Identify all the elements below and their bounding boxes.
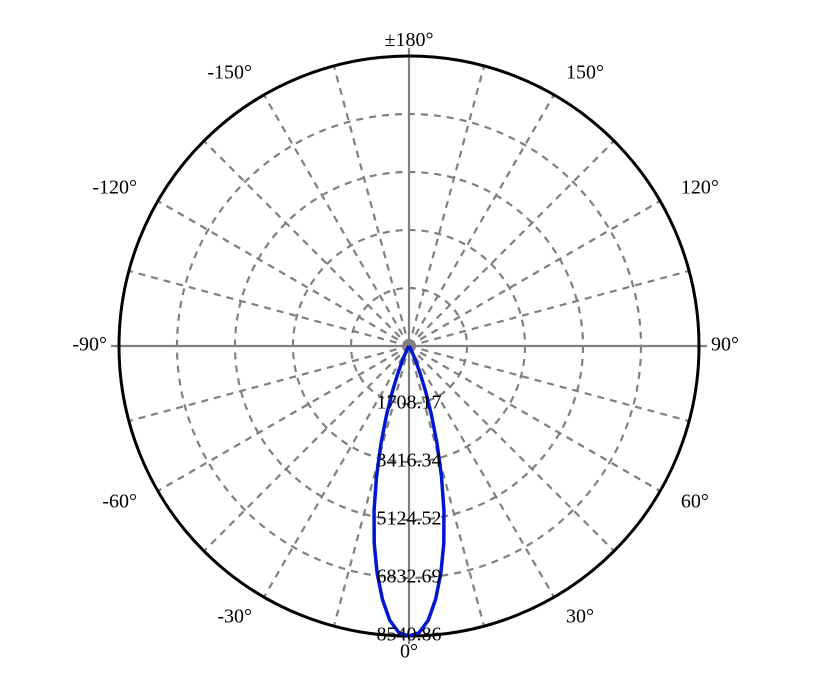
polar-spoke xyxy=(409,141,614,346)
polar-spoke xyxy=(158,346,409,491)
angle-label: 30° xyxy=(566,606,594,628)
polar-spoke xyxy=(158,201,409,346)
angle-label: 150° xyxy=(566,62,604,84)
polar-spoke xyxy=(129,271,409,346)
polar-chart: 1708.173416.345124.526832.698540.860°30°… xyxy=(0,0,818,692)
radial-tick-label: 1708.17 xyxy=(377,392,442,414)
polar-spoke xyxy=(409,66,484,346)
angle-label: -30° xyxy=(217,606,252,628)
angle-label: 120° xyxy=(681,177,719,199)
radial-tick-label: 3416.34 xyxy=(377,450,442,472)
polar-spoke xyxy=(204,141,409,346)
polar-spoke xyxy=(409,271,689,346)
polar-spoke xyxy=(409,95,554,346)
polar-spoke xyxy=(409,346,660,491)
angle-label: -150° xyxy=(207,62,252,84)
angle-label: ±180° xyxy=(385,29,434,51)
polar-spoke xyxy=(334,66,409,346)
radial-tick-label: 5124.52 xyxy=(377,508,442,530)
polar-spoke xyxy=(409,346,689,421)
angle-label: 0° xyxy=(400,641,418,663)
polar-spoke xyxy=(264,95,409,346)
angle-label: 90° xyxy=(711,334,739,356)
angle-label: -90° xyxy=(72,334,107,356)
radial-tick-label: 6832.69 xyxy=(377,566,442,588)
polar-spoke xyxy=(409,201,660,346)
angle-label: -60° xyxy=(102,491,137,513)
angle-label: 60° xyxy=(681,491,709,513)
polar-spoke xyxy=(129,346,409,421)
angle-label: -120° xyxy=(92,177,137,199)
